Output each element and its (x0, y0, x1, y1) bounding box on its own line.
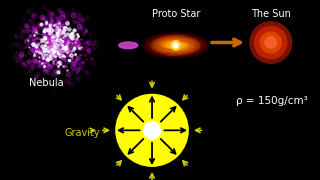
Ellipse shape (148, 35, 203, 56)
Circle shape (250, 22, 292, 63)
Circle shape (260, 32, 281, 53)
Ellipse shape (152, 36, 200, 54)
Ellipse shape (161, 40, 191, 51)
Ellipse shape (155, 37, 197, 53)
Text: The Sun: The Sun (251, 9, 291, 19)
Circle shape (143, 122, 161, 139)
Ellipse shape (158, 39, 194, 52)
Ellipse shape (146, 34, 206, 57)
Text: Gravity: Gravity (65, 128, 100, 138)
Circle shape (255, 26, 287, 58)
Ellipse shape (167, 42, 185, 49)
Circle shape (116, 94, 188, 166)
Circle shape (265, 37, 276, 48)
Circle shape (173, 43, 178, 48)
Ellipse shape (142, 33, 209, 58)
Ellipse shape (164, 41, 188, 50)
Circle shape (171, 41, 180, 50)
Text: Proto Star: Proto Star (152, 9, 200, 19)
Ellipse shape (119, 42, 138, 49)
Text: Nebula: Nebula (28, 78, 63, 88)
Text: ρ = 150g/cm³: ρ = 150g/cm³ (236, 96, 308, 106)
